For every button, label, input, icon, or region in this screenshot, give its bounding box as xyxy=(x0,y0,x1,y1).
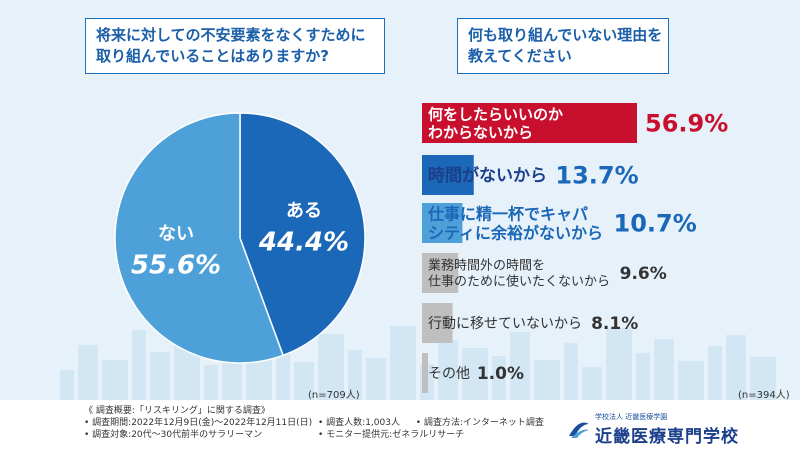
bar-value-4: 8.1% xyxy=(591,314,638,334)
skyline-building xyxy=(606,328,632,400)
bar-value-2: 10.7% xyxy=(614,210,697,238)
pie-question-line-1: 将来に対しての不安要素をなくすために xyxy=(96,26,366,44)
footer-period: • 調査期間:2022年12月9日(金)～2022年12月11日(日) xyxy=(84,418,313,428)
bar-value-5: 1.0% xyxy=(477,364,524,384)
skyline-building xyxy=(78,345,98,400)
bar-label-0-1: わからないから xyxy=(428,123,533,141)
skyline-building xyxy=(726,335,746,400)
bar-question-line-2: 教えてください xyxy=(468,47,572,65)
skyline-building xyxy=(60,370,74,400)
footer-count: • 調査人数:1,003人 xyxy=(318,418,400,428)
skyline-building xyxy=(582,367,602,400)
bar-value-0: 56.9% xyxy=(645,110,728,138)
bar-label-5-0: その他 xyxy=(428,366,470,382)
skyline-building xyxy=(102,360,128,400)
skyline-building xyxy=(132,330,146,400)
skyline-building xyxy=(462,348,488,400)
pie-slice-1 xyxy=(114,112,285,364)
bar-0 xyxy=(422,103,637,143)
skyline-building xyxy=(492,356,506,400)
skyline-building xyxy=(750,357,776,400)
footer-title: 《 調査概要:「リスキリング」に関する調査》 xyxy=(84,406,270,416)
pie-sample-size: (n=709人) xyxy=(308,390,360,401)
skyline-building xyxy=(510,332,530,400)
pie-slice-value-0: 44.4% xyxy=(258,228,349,258)
bar-2 xyxy=(422,203,463,243)
bar-label-0-0: 何をしたらいいのか xyxy=(428,105,563,123)
footer-target: • 調査対象:20代～30代前半のサラリーマン xyxy=(84,430,263,440)
bar-label-2-1: シティに余裕がないから xyxy=(428,223,603,242)
skyline-building xyxy=(390,326,416,400)
skyline-building xyxy=(654,339,674,400)
footer-provider: • モニター提供元:ゼネラルリサーチ xyxy=(318,430,465,440)
bar-question-box: 何も取り組んでいない理由を 教えてください xyxy=(457,18,669,74)
bar-question-line-1: 何も取り組んでいない理由を xyxy=(468,26,663,44)
bar-label-4-0: 行動に移せていないから xyxy=(428,316,582,332)
school-logo-mark-icon xyxy=(569,422,589,438)
skyline-building xyxy=(204,365,218,400)
skyline-building xyxy=(708,346,722,400)
skyline-building xyxy=(294,362,314,400)
skyline-building xyxy=(348,350,362,400)
survey-footer-right: • 調査人数:1,003人 • 調査方法:インターネット調査 • モニター提供元… xyxy=(318,417,544,441)
bar-3 xyxy=(422,253,459,293)
bar-5 xyxy=(422,353,428,393)
skyline-building xyxy=(678,361,704,400)
pie-slice-0 xyxy=(239,112,366,357)
school-logo: 学校法人 近畿医療学園 近畿医療専門学校 xyxy=(567,412,792,447)
school-logo-subtitle: 学校法人 近畿医療学園 xyxy=(595,413,668,421)
skyline-building xyxy=(636,353,650,400)
bar-sample-size: (n=394人) xyxy=(738,390,790,401)
bar-4 xyxy=(422,303,453,343)
survey-footer: 《 調査概要:「リスキリング」に関する調査》 • 調査期間:2022年12月9日… xyxy=(84,405,312,441)
skyline-building xyxy=(318,334,344,400)
skyline-building xyxy=(534,360,560,400)
bar-label-3-0: 業務時間外の時間を xyxy=(428,258,545,274)
school-logo-name: 近畿医療専門学校 xyxy=(595,427,739,447)
skyline-building xyxy=(564,343,578,400)
pie-slice-value-1: 55.6% xyxy=(131,250,221,280)
skyline-building xyxy=(366,358,386,400)
bar-label-1-0: 時間がないから xyxy=(428,165,547,186)
pie-chart: ある 44.4% ない 55.6% xyxy=(114,112,366,364)
bar-label-2-0: 仕事に精一杯でキャパ xyxy=(427,204,588,223)
bar-value-1: 13.7% xyxy=(555,162,638,190)
bar-label-3-1: 仕事のために使いたくないから xyxy=(428,274,610,290)
pie-slice-label-1: ない xyxy=(158,223,194,244)
pie-question-line-2: 取り組んでいることはありますか? xyxy=(96,47,329,65)
pie-slice-label-0: ある xyxy=(286,201,322,222)
bar-value-3: 9.6% xyxy=(620,264,667,284)
skyline-building xyxy=(438,340,458,400)
pie-question-box: 将来に対しての不安要素をなくすために 取り組んでいることはありますか? xyxy=(85,18,385,74)
bar-1 xyxy=(422,155,474,195)
skyline-building xyxy=(150,352,170,400)
footer-method: • 調査方法:インターネット調査 xyxy=(415,418,544,428)
